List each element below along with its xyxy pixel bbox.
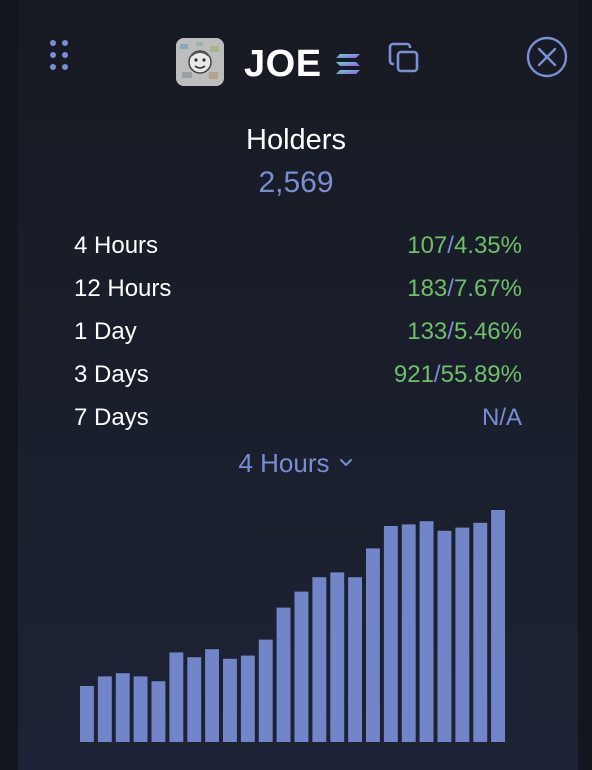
chevron-down-icon [339, 459, 352, 467]
stat-separator: / [447, 274, 454, 302]
chart-bar [330, 572, 345, 742]
stat-row-1d: 1 Day 133/5.46% [74, 310, 522, 353]
stat-row-7d: 7 Days N/A [74, 396, 522, 439]
stat-value: 921/55.89% [394, 361, 522, 389]
holder-change-list: 4 Hours 107/4.35% 12 Hours 183/7.67% 1 D… [74, 224, 522, 439]
chart-bar [437, 530, 452, 742]
holders-label: Holders [246, 124, 346, 156]
drag-handle-icon[interactable] [46, 40, 72, 74]
stat-row-3d: 3 Days 921/55.89% [74, 353, 522, 396]
period-dropdown-label: 4 Hours [238, 448, 330, 478]
chart-bar [312, 577, 327, 742]
stat-count: 107 [407, 231, 448, 259]
stat-separator: / [433, 360, 441, 388]
chart-bar [419, 521, 434, 742]
stat-period: 7 Days [74, 403, 149, 431]
chart-bar [80, 686, 94, 742]
close-icon[interactable] [526, 36, 568, 78]
chart-bar [455, 527, 470, 742]
stat-period: 12 Hours [74, 274, 172, 302]
chart-bar [473, 522, 488, 742]
chart-bar [348, 577, 362, 742]
stat-percent: 7.67% [453, 274, 522, 302]
chart-bar [491, 510, 505, 742]
chart-bar [401, 524, 416, 742]
stat-period: 4 Hours [74, 231, 159, 259]
holders-count: 2,569 [258, 166, 334, 199]
stat-separator: / [447, 231, 454, 259]
stat-separator: / [447, 317, 454, 345]
stat-period: 3 Days [74, 360, 149, 388]
stat-row-4h: 4 Hours 107/4.35% [74, 224, 522, 267]
stat-percent: 55.89% [440, 360, 522, 388]
chart-bar [383, 526, 398, 742]
stat-percent: 4.35% [453, 231, 522, 259]
chart-bar [205, 649, 219, 742]
chart-bar [294, 591, 309, 742]
chart-bar [133, 676, 148, 742]
chart-bar [97, 676, 112, 742]
chart-bar [187, 657, 202, 742]
chart-bar [276, 607, 291, 742]
chart-bar [223, 658, 237, 742]
chart-bar [258, 639, 273, 742]
solana-icon [334, 52, 362, 76]
token-avatar [176, 38, 224, 86]
stat-percent: 5.46% [453, 317, 522, 345]
holders-bar-chart [80, 510, 505, 742]
chart-bar [240, 655, 255, 742]
stat-value: 107/4.35% [407, 232, 522, 260]
chart-bar [115, 673, 130, 742]
chart-bar [169, 652, 184, 742]
chart-bar [151, 681, 166, 742]
stat-value: N/A [481, 403, 522, 431]
stat-value: 183/7.67% [407, 275, 522, 303]
panel-header: JOE [0, 0, 592, 110]
stat-period: 1 Day [74, 317, 137, 345]
copy-icon[interactable] [388, 42, 420, 74]
stat-count: 133 [407, 317, 448, 345]
period-dropdown[interactable]: 4 Hours [0, 448, 592, 479]
chart-bar [366, 548, 380, 742]
token-name: JOE [244, 43, 322, 85]
stat-count: 921 [393, 360, 434, 388]
stat-row-12h: 12 Hours 183/7.67% [74, 267, 522, 310]
stat-value: 133/5.46% [407, 318, 522, 346]
stat-count: 183 [407, 274, 448, 302]
